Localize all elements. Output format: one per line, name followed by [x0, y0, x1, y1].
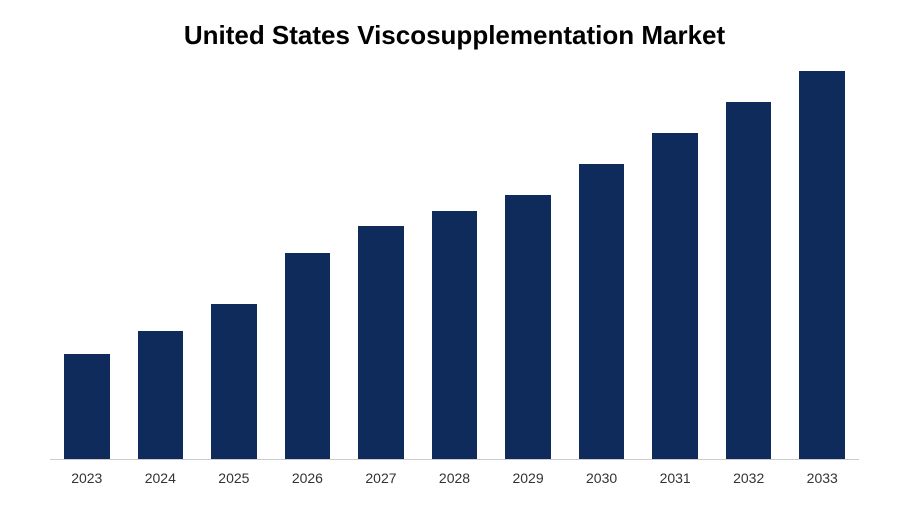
- chart-container: United States Viscosupplementation Marke…: [0, 0, 909, 520]
- bar-group: [344, 71, 418, 459]
- bar: [579, 164, 625, 459]
- bar-group: [124, 71, 198, 459]
- bar-group: [638, 71, 712, 459]
- x-axis-label: 2023: [50, 470, 124, 486]
- bar: [432, 211, 478, 459]
- x-axis-label: 2032: [712, 470, 786, 486]
- plot-area: 2023202420252026202720282029203020312032…: [50, 71, 859, 490]
- bar: [652, 133, 698, 459]
- bar: [505, 195, 551, 459]
- bar: [726, 102, 772, 459]
- bar-group: [491, 71, 565, 459]
- bar: [64, 354, 110, 459]
- bar: [285, 253, 331, 459]
- bar-group: [197, 71, 271, 459]
- bar-group: [271, 71, 345, 459]
- x-axis-label: 2026: [271, 470, 345, 486]
- bar-group: [418, 71, 492, 459]
- x-axis-label: 2024: [124, 470, 198, 486]
- x-axis-label: 2033: [785, 470, 859, 486]
- bar-group: [712, 71, 786, 459]
- chart-title: United States Viscosupplementation Marke…: [30, 20, 879, 51]
- x-axis-labels: 2023202420252026202720282029203020312032…: [50, 465, 859, 490]
- bars-container: [50, 71, 859, 460]
- bar: [799, 71, 845, 459]
- x-axis-label: 2027: [344, 470, 418, 486]
- x-axis-label: 2031: [638, 470, 712, 486]
- bar: [138, 331, 184, 459]
- bar: [358, 226, 404, 459]
- x-axis-label: 2029: [491, 470, 565, 486]
- bar-group: [565, 71, 639, 459]
- x-axis-label: 2030: [565, 470, 639, 486]
- bar-group: [785, 71, 859, 459]
- x-axis-label: 2025: [197, 470, 271, 486]
- x-axis-label: 2028: [418, 470, 492, 486]
- bar-group: [50, 71, 124, 459]
- bar: [211, 304, 257, 459]
